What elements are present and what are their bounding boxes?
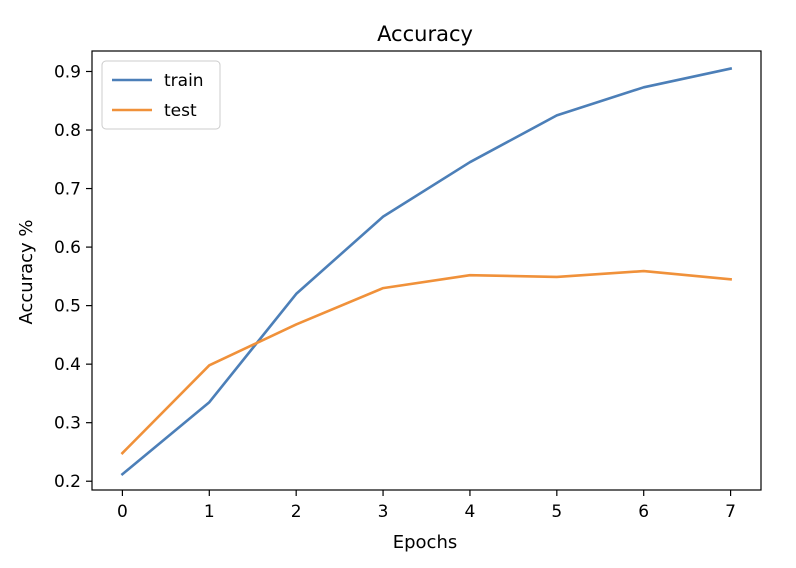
y-tick-label: 0.4 <box>54 355 81 375</box>
y-axis-label: Accuracy % <box>16 219 37 324</box>
x-axis-label: Epochs <box>393 532 458 553</box>
x-tick-label: 5 <box>551 502 562 522</box>
legend-box <box>101 60 221 130</box>
x-tick-label: 4 <box>465 502 476 522</box>
y-tick-label: 0.3 <box>54 414 81 434</box>
y-tick-label: 0.6 <box>54 238 81 258</box>
plot-area: 0 1 2 3 4 5 6 7 0.2 0.3 0.4 0.5 0.6 0.7 0.8 0.9 train tes… <box>54 50 762 522</box>
x-tick-label: 7 <box>725 502 736 522</box>
series-line-test <box>120 269 733 455</box>
y-tick-label: 0.8 <box>54 121 81 141</box>
y-tick-label: 0.9 <box>54 62 81 82</box>
x-tick-label: 2 <box>291 502 302 522</box>
y-tick-label: 0.7 <box>54 180 81 200</box>
x-tick-label: 0 <box>117 502 128 522</box>
y-tick-label: 0.2 <box>54 472 81 492</box>
legend-label-test: test <box>164 101 197 121</box>
y-tick-label: 0.5 <box>54 297 81 317</box>
plot-frame <box>91 50 762 491</box>
x-tick-label: 3 <box>378 502 389 522</box>
series-line-train <box>120 67 733 477</box>
x-tick-label: 1 <box>204 502 215 522</box>
legend-label-train: train <box>164 71 204 91</box>
chart-title: Accuracy <box>377 22 473 46</box>
x-tick-label: 6 <box>638 502 649 522</box>
